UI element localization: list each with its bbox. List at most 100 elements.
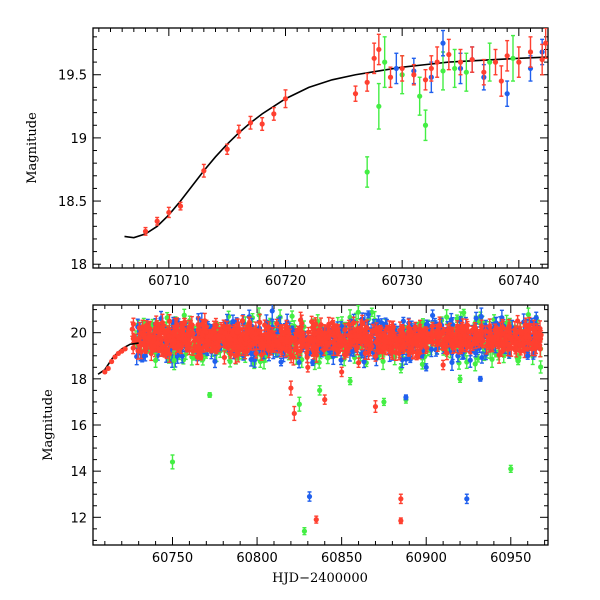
red-data-point — [247, 120, 254, 126]
red-data-point — [290, 354, 297, 360]
top-y-axis-label: Magnitude — [25, 112, 40, 184]
red-data-point — [372, 353, 379, 359]
bottom-panel-ticks: 60750 60800 60850 60900 60950 12 14 16 18 20 — [70, 305, 548, 566]
red-data-point — [411, 72, 417, 78]
blue-data-point — [296, 359, 302, 366]
green-data-point — [461, 310, 467, 316]
green-data-point — [289, 313, 295, 319]
x-tick-label: 60740 — [498, 274, 539, 289]
red-data-point — [236, 128, 242, 135]
red-data-point — [371, 55, 377, 61]
bottom-panel-data — [97, 305, 544, 536]
green-data-point — [355, 309, 361, 315]
green-data-point — [487, 59, 493, 65]
x-tick-label: 60900 — [406, 551, 447, 566]
red-data-point — [481, 69, 487, 75]
blue-data-point — [278, 359, 284, 365]
x-tick-label: 60750 — [152, 551, 193, 566]
top-panel-data — [124, 28, 548, 239]
green-data-point — [440, 68, 446, 74]
green-data-point — [463, 69, 469, 75]
red-data-point — [492, 59, 499, 65]
green-data-point — [316, 359, 322, 366]
blue-data-point — [179, 353, 185, 359]
green-data-point — [444, 314, 450, 320]
blue-data-point — [365, 311, 371, 318]
red-data-point — [259, 121, 265, 127]
x-tick-label: 60720 — [265, 274, 306, 289]
y-tick-label: 19 — [70, 132, 87, 147]
green-data-point — [452, 65, 458, 72]
red-data-point — [274, 320, 280, 327]
y-tick-label: 18.5 — [58, 195, 87, 210]
green-data-point — [510, 55, 516, 61]
blue-data-point — [393, 65, 399, 72]
blue-data-point — [440, 40, 446, 46]
blue-data-point — [338, 357, 344, 363]
red-data-point — [422, 77, 429, 83]
green-data-point — [382, 59, 388, 65]
red-data-point — [342, 327, 348, 333]
green-data-point — [525, 311, 531, 318]
green-data-point — [538, 364, 544, 370]
green-data-point — [376, 103, 382, 109]
red-data-point — [434, 59, 440, 65]
blue-data-point — [478, 314, 484, 320]
red-data-point — [527, 49, 534, 55]
red-data-point — [457, 59, 464, 65]
green-data-point — [181, 312, 187, 318]
blue-data-point — [449, 359, 455, 365]
red-data-point — [504, 53, 510, 59]
red-data-point — [364, 79, 370, 85]
red-data-point — [376, 46, 382, 53]
red-data-point — [399, 65, 405, 72]
red-data-point — [428, 65, 434, 72]
green-data-point — [417, 93, 423, 99]
x-tick-label: 60950 — [490, 551, 531, 566]
x-tick-label: 60710 — [148, 274, 189, 289]
blue-data-point — [455, 353, 461, 359]
blue-data-point — [310, 359, 316, 366]
red-data-point — [387, 74, 394, 80]
top-panel-ticks: 60710 60720 60730 60740 18 18.5 19 19.5 — [58, 28, 548, 289]
red-data-point — [201, 168, 207, 174]
blue-data-point — [212, 358, 218, 364]
red-data-point — [142, 228, 149, 234]
y-tick-label: 18 — [70, 258, 87, 273]
red-data-point — [498, 78, 504, 84]
blue-data-point — [361, 359, 367, 365]
green-data-point — [227, 358, 233, 365]
blue-data-point — [504, 91, 510, 97]
top-panel-light-curve: 60710 60720 60730 60740 18 18.5 19 19.5 Magnitu… — [25, 27, 549, 289]
x-tick-label: 60850 — [321, 551, 362, 566]
red-data-point — [469, 56, 475, 63]
blue-data-point — [429, 312, 436, 319]
green-data-point — [261, 358, 267, 364]
red-data-point — [154, 218, 160, 224]
red-data-point — [271, 111, 277, 117]
red-data-point — [166, 209, 172, 216]
green-data-point — [489, 356, 495, 362]
blue-data-point — [142, 352, 148, 358]
red-data-point — [224, 146, 230, 152]
red-data-point — [350, 320, 357, 326]
red-data-point — [346, 321, 352, 327]
blue-data-point — [400, 318, 406, 324]
y-tick-label: 20 — [70, 327, 87, 342]
blue-data-point — [248, 356, 254, 363]
red-data-point — [177, 203, 184, 209]
green-data-point — [516, 354, 522, 360]
green-data-point — [472, 361, 478, 367]
x-tick-label: 60730 — [381, 274, 422, 289]
x-tick-label: 60800 — [236, 551, 277, 566]
green-data-point — [419, 361, 425, 367]
y-tick-label: 16 — [70, 419, 87, 434]
blue-data-point — [428, 346, 434, 352]
green-data-point — [422, 122, 429, 128]
red-data-point — [352, 91, 359, 97]
y-tick-label: 18 — [70, 373, 87, 388]
y-tick-label: 12 — [70, 511, 87, 526]
top-panel-frame — [92, 27, 549, 269]
